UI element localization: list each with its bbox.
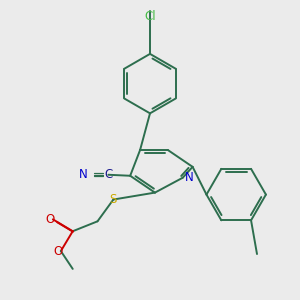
Text: Cl: Cl bbox=[144, 10, 156, 23]
Text: S: S bbox=[110, 193, 117, 206]
Text: N: N bbox=[185, 171, 194, 184]
Text: O: O bbox=[53, 244, 62, 258]
Text: N: N bbox=[79, 168, 88, 181]
Text: C: C bbox=[104, 168, 112, 181]
Text: O: O bbox=[45, 213, 55, 226]
